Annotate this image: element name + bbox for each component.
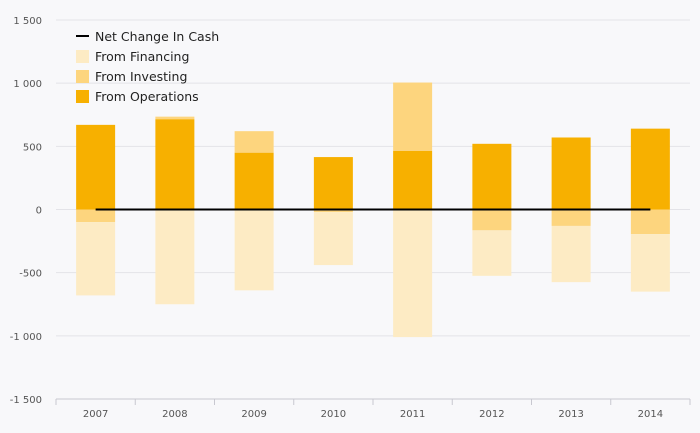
- x-tick-label: 2012: [479, 409, 504, 420]
- bar-from-operations-2012: [472, 143, 512, 210]
- y-tick-label: -1 000: [10, 332, 42, 343]
- legend-item-net-change[interactable]: Net Change In Cash: [76, 26, 219, 46]
- bar-from-financing-2014: [630, 234, 670, 292]
- legend-swatch-operations: [76, 89, 89, 103]
- x-tick-label: 2007: [83, 409, 108, 420]
- bar-from-operations-2009: [234, 152, 274, 210]
- x-tick-label: 2014: [638, 409, 663, 420]
- legend-swatch-investing: [76, 69, 89, 83]
- bar-from-financing-2008: [155, 209, 195, 305]
- y-tick-label: 500: [23, 142, 42, 153]
- bar-from-financing-2012: [472, 230, 512, 276]
- legend-swatch-net-change: [76, 35, 89, 37]
- bar-from-investing-2014: [630, 209, 670, 235]
- y-tick-label: 0: [36, 206, 42, 217]
- x-tick-label: 2013: [558, 409, 583, 420]
- bar-from-operations-2011: [393, 150, 433, 210]
- bar-from-operations-2007: [76, 124, 116, 210]
- y-tick-label: -1 500: [10, 395, 42, 406]
- legend-label-net-change: Net Change In Cash: [95, 28, 220, 44]
- legend-label-operations: From Operations: [95, 88, 199, 104]
- y-tick-label: 1 500: [13, 16, 42, 27]
- y-tick-label: -500: [19, 269, 42, 280]
- bar-from-investing-2013: [551, 209, 591, 226]
- y-tick-label: 1 000: [13, 79, 42, 90]
- bar-from-financing-2007: [76, 222, 116, 296]
- legend-swatch-financing: [76, 49, 89, 63]
- x-tick-label: 2010: [321, 409, 346, 420]
- legend-item-financing[interactable]: From Financing: [76, 46, 219, 66]
- bar-from-operations-2008: [155, 119, 195, 210]
- legend-label-financing: From Financing: [95, 48, 190, 64]
- bar-from-investing-2012: [472, 209, 512, 231]
- bar-from-investing-2008: [155, 116, 195, 120]
- bar-from-investing-2007: [76, 209, 116, 223]
- bar-from-financing-2010: [313, 212, 353, 266]
- bar-from-operations-2013: [551, 137, 591, 210]
- legend-item-operations[interactable]: From Operations: [76, 86, 219, 106]
- bar-from-financing-2009: [234, 209, 274, 291]
- bar-from-operations-2014: [630, 128, 670, 210]
- legend-label-investing: From Investing: [95, 68, 188, 84]
- x-tick-label: 2008: [162, 409, 187, 420]
- chart-legend: Net Change In Cash From Financing From I…: [76, 26, 219, 106]
- bar-from-financing-2011: [393, 209, 433, 338]
- x-tick-label: 2009: [241, 409, 266, 420]
- legend-item-investing[interactable]: From Investing: [76, 66, 219, 86]
- bar-from-investing-2009: [234, 131, 274, 153]
- bar-from-investing-2011: [393, 82, 433, 151]
- x-tick-label: 2011: [400, 409, 425, 420]
- bar-from-operations-2010: [313, 157, 353, 210]
- bar-from-financing-2013: [551, 225, 591, 283]
- bar-from-investing-2010: [313, 209, 353, 213]
